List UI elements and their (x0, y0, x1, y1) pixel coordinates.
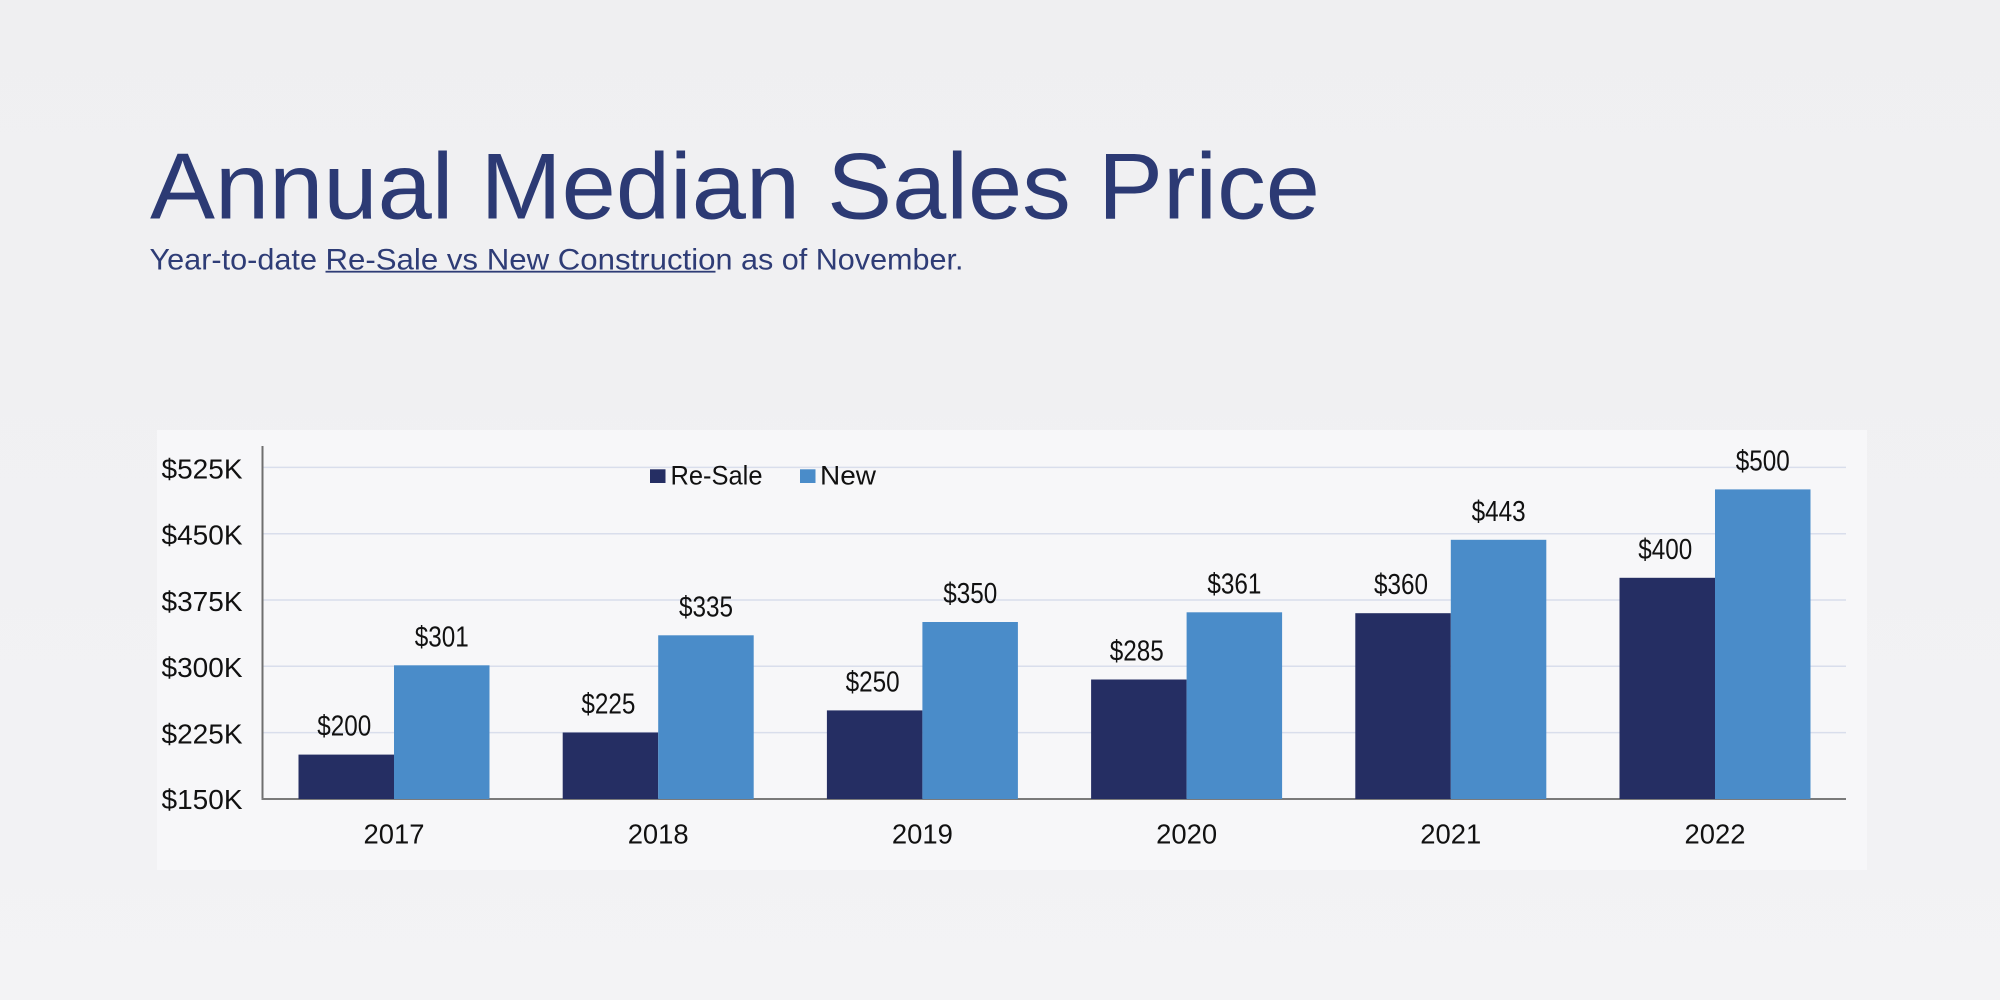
svg-text:$200: $200 (317, 711, 371, 743)
svg-text:$361: $361 (1207, 568, 1261, 600)
svg-text:2019: 2019 (892, 818, 953, 849)
svg-text:$150K: $150K (162, 784, 243, 815)
svg-text:$500: $500 (1736, 445, 1790, 477)
svg-text:$225: $225 (581, 689, 635, 721)
svg-text:2021: 2021 (1420, 818, 1481, 849)
svg-text:Re-Sale: Re-Sale (671, 460, 763, 490)
svg-text:$375K: $375K (162, 586, 243, 617)
svg-text:$225K: $225K (162, 718, 243, 749)
svg-text:$350: $350 (943, 578, 997, 610)
svg-text:$285: $285 (1110, 636, 1164, 668)
svg-text:2017: 2017 (364, 818, 425, 849)
svg-text:$335: $335 (679, 591, 733, 623)
svg-text:2020: 2020 (1156, 818, 1217, 849)
svg-text:2018: 2018 (628, 818, 689, 849)
svg-text:$525K: $525K (162, 453, 243, 484)
svg-text:Annual Median Sales Price: Annual Median Sales Price (150, 134, 1320, 239)
svg-text:$250: $250 (846, 666, 900, 698)
svg-text:$443: $443 (1472, 496, 1526, 528)
svg-text:2022: 2022 (1685, 818, 1746, 849)
svg-text:$301: $301 (415, 621, 469, 653)
svg-text:Year-to-date: Year-to-date (150, 243, 326, 276)
svg-text:New: New (820, 460, 877, 490)
svg-text:$400: $400 (1638, 534, 1692, 566)
svg-text:n as of November.: n as of November. (716, 243, 964, 276)
svg-text:$360: $360 (1374, 569, 1428, 601)
svg-text:$300K: $300K (162, 652, 243, 683)
svg-text:$450K: $450K (162, 520, 243, 551)
